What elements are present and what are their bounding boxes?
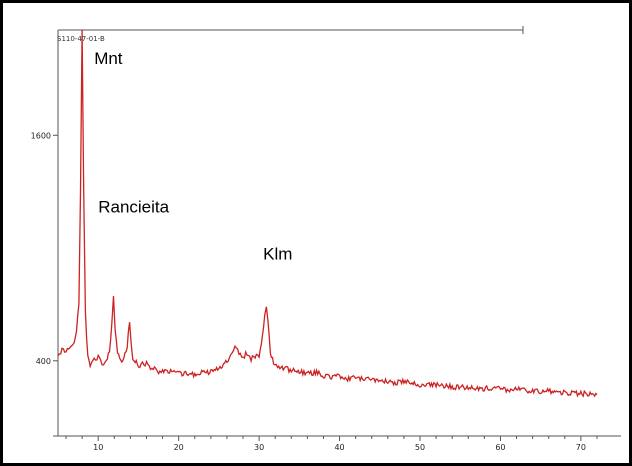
series-layer — [57, 29, 598, 398]
x-tick-label: 70 — [576, 443, 586, 452]
peak-label: Klm — [263, 244, 292, 263]
annotation-layer: Mnt Rancieita Klm — [94, 49, 292, 263]
sample-id-label: S110-47-01-B — [57, 35, 105, 43]
x-tick-label: 40 — [334, 443, 344, 452]
x-tick-label: 10 — [93, 443, 103, 452]
x-tick-label: 50 — [415, 443, 425, 452]
y-tick-label: 1600 — [31, 131, 51, 140]
xrd-plot: 400 1600 10 20 30 40 50 60 70 Mnt Rancieita Klm S1… — [31, 26, 621, 452]
peak-label: Rancieita — [98, 197, 169, 216]
x-tick-label: 60 — [495, 443, 505, 452]
y-tick-label: 400 — [36, 357, 51, 366]
x-tick-label: 30 — [254, 443, 264, 452]
x-tick-label: 20 — [174, 443, 184, 452]
series-line — [57, 29, 598, 398]
peak-label: Mnt — [94, 49, 123, 68]
axes: 400 1600 10 20 30 40 50 60 70 — [31, 26, 621, 452]
